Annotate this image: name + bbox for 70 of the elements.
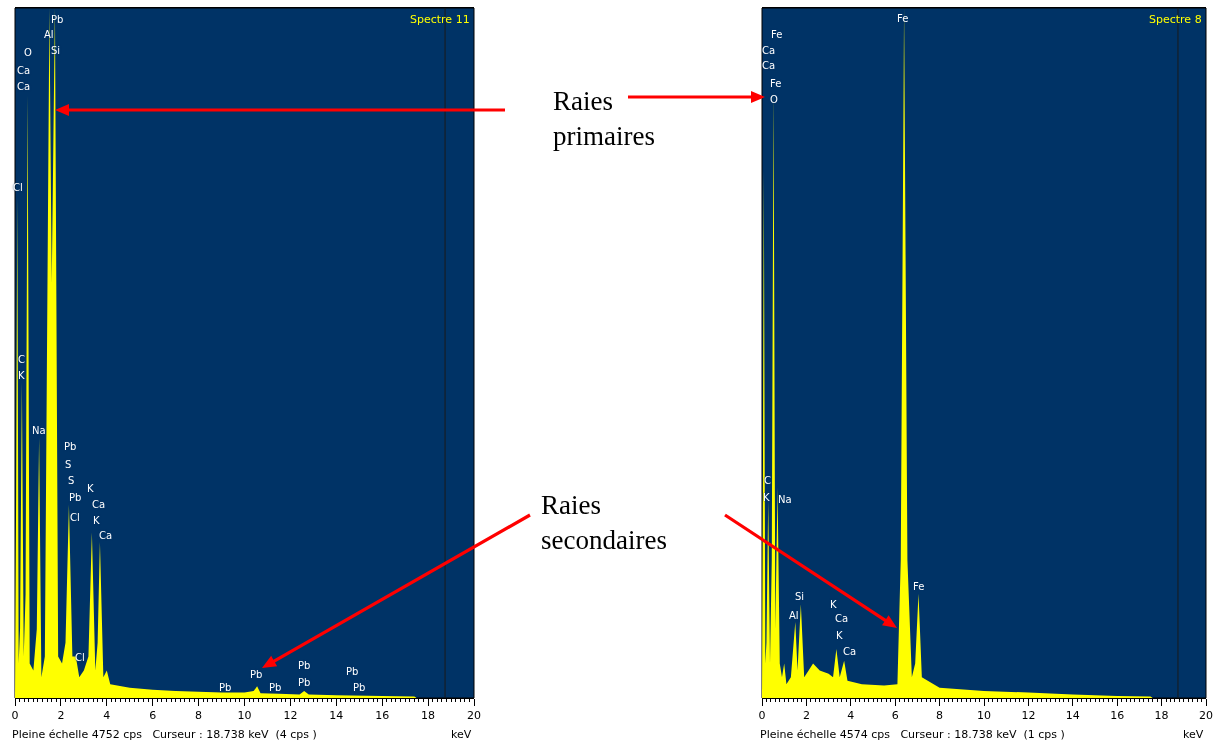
annotation: Ca [92, 499, 106, 510]
annotation: Pb [219, 682, 232, 693]
x-tick-label: 14 [1065, 709, 1080, 723]
x-tick-label: 2 [57, 709, 65, 723]
x-tick-label: 2 [802, 709, 810, 723]
x-tick-label: 18 [421, 709, 436, 723]
annotation: C [18, 354, 25, 365]
annotation: S [68, 475, 75, 486]
annotation: Cl [70, 512, 80, 523]
x-tick-label: 12 [1021, 709, 1036, 723]
text: Spectre 8 [1149, 13, 1202, 26]
annotation: O [770, 94, 778, 105]
annotation: Na [778, 494, 792, 505]
x-tick-label: 10 [977, 709, 991, 723]
annotation: Ca [762, 60, 776, 71]
x-tick-label: 8 [195, 709, 203, 723]
x-tick-label: 16 [1110, 709, 1125, 723]
annotation: Al [789, 610, 799, 621]
annotation: S [65, 459, 72, 470]
x-tick-label: 4 [103, 709, 111, 723]
annotation: Pb [64, 441, 77, 452]
x-tick-label: 14 [329, 709, 344, 723]
annotation: Na [32, 425, 46, 436]
annotation: K [87, 483, 94, 494]
x-tick-label: 20 [467, 709, 481, 723]
annotation: Fe [913, 581, 925, 592]
x-axis-title: keV [1183, 728, 1204, 741]
annotation: K [836, 630, 843, 641]
annotation: Fe [770, 78, 782, 89]
x-tick-label: 20 [1199, 709, 1213, 723]
annotation: Ca [843, 646, 857, 657]
annotation: Ca [17, 65, 31, 76]
annotation: Pb [269, 682, 282, 693]
annotation: Pb [346, 666, 359, 677]
annotation: Pb [298, 660, 311, 671]
annotation: Ca [17, 81, 31, 92]
annotation: Pb [298, 677, 311, 688]
annotation: Fe [897, 13, 909, 24]
annotation: Ca [762, 45, 776, 56]
text: Pleine échelle 4574 cps Curseur : 18.738 keV (1 cps ) [760, 728, 1065, 741]
annotation: K [830, 599, 837, 610]
annotation: Pb [353, 682, 366, 693]
text: Raies primaires [553, 86, 655, 152]
annotation: K [18, 370, 25, 381]
x-tick-label: 8 [936, 709, 944, 723]
x-tick-label: 0 [11, 709, 19, 723]
annotation: Al [44, 29, 54, 40]
annotation: Ca [835, 613, 849, 624]
x-tick-label: 0 [758, 709, 766, 723]
annotation: Si [51, 45, 61, 56]
annotation: Pb [51, 14, 64, 25]
annotation: Si [795, 591, 805, 602]
text: Spectre 11 [410, 13, 470, 26]
text: Pleine échelle 4752 cps Curseur : 18.738 keV (4 cps ) [12, 728, 317, 741]
annotation: Ca [99, 530, 113, 541]
annotation: K [93, 515, 100, 526]
x-tick-label: 6 [149, 709, 157, 723]
annotation: Pb [250, 669, 263, 680]
text: Raies secondaires [541, 490, 667, 556]
x-tick-label: 10 [237, 709, 252, 723]
annotation: Cl [75, 652, 85, 663]
annotation: Fe [771, 29, 783, 40]
annotation: Pb [69, 492, 82, 503]
x-tick-label: 16 [375, 709, 390, 723]
x-axis-title: keV [451, 728, 472, 741]
annotation: O [24, 47, 32, 58]
x-tick-label: 18 [1154, 709, 1169, 723]
x-tick-label: 12 [283, 709, 298, 723]
x-tick-label: 6 [891, 709, 899, 723]
x-tick-label: 4 [847, 709, 855, 723]
